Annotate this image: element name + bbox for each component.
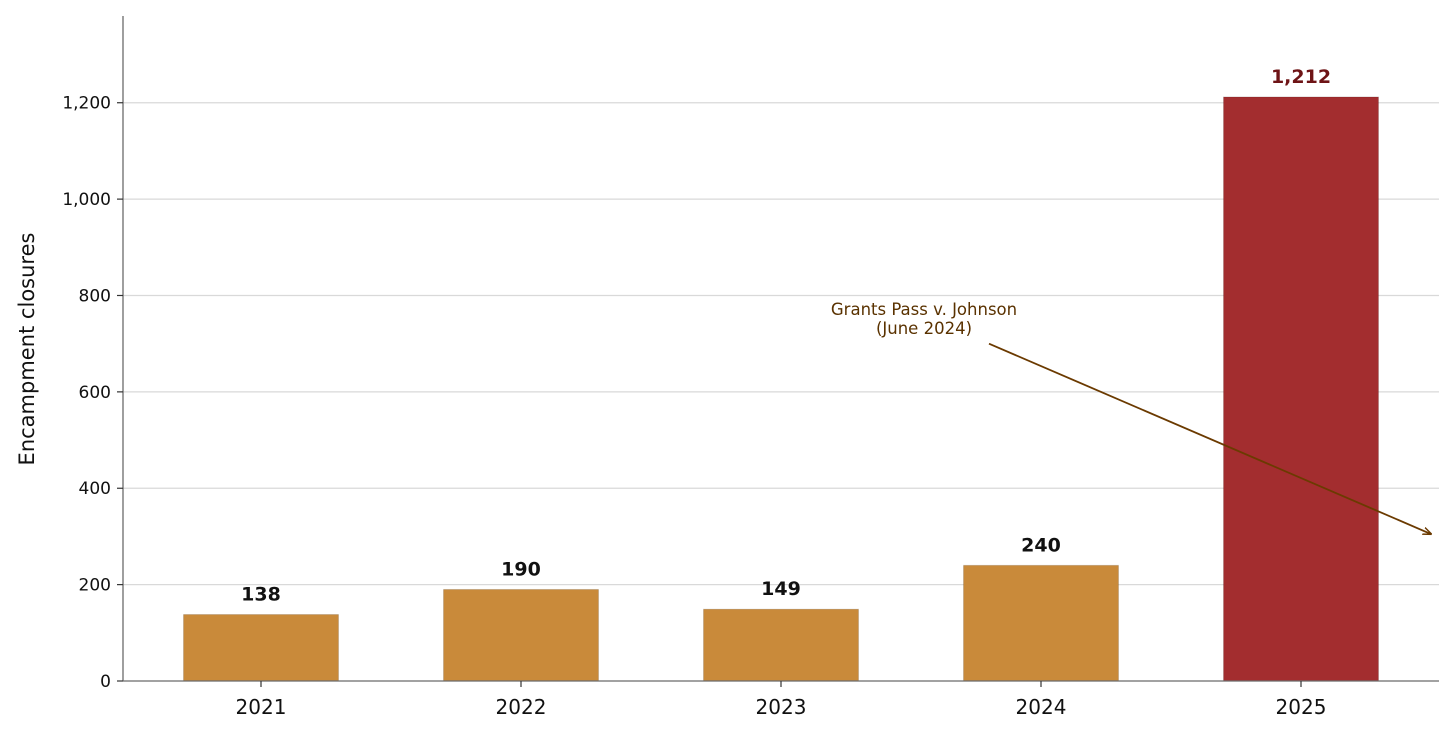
- bar-labels: 138 190 149 240 1,212: [241, 66, 1331, 606]
- data-label-2025: 1,212: [1271, 66, 1331, 88]
- data-label-2022: 190: [501, 558, 541, 580]
- data-label-2024: 240: [1021, 534, 1061, 556]
- y-tick-label: 1,200: [62, 94, 111, 114]
- y-tick-label: 1,000: [62, 190, 111, 210]
- annotation-arrow: [988, 342, 1431, 534]
- x-tick-label-2025: 2025: [1276, 695, 1327, 719]
- gridlines: [123, 102, 1439, 586]
- x-tick-label-2021: 2021: [236, 695, 287, 719]
- bar-2022: [443, 588, 599, 682]
- bars: [183, 96, 1379, 682]
- data-label-2023: 149: [761, 578, 801, 600]
- x-tick-label-2023: 2023: [756, 695, 807, 719]
- x-tick-label-2022: 2022: [496, 695, 547, 719]
- y-tick-label: 0: [100, 672, 111, 692]
- y-tick-label: 800: [79, 286, 111, 306]
- axes: 0 200 400 600 800 1,000 1,200 2021 2022 2023 2024 2…: [62, 16, 1439, 719]
- y-tick-label: 600: [79, 383, 111, 403]
- data-label-2021: 138: [241, 584, 281, 606]
- x-tick-label-2024: 2024: [1016, 695, 1067, 719]
- bar-2023: [703, 608, 859, 682]
- y-tick-label: 200: [79, 576, 111, 596]
- y-tick-label: 400: [79, 479, 111, 499]
- bar-2024: [963, 564, 1119, 682]
- annotation-text: Grants Pass v. Johnson: [831, 300, 1017, 319]
- y-axis-title: Encampment closures: [15, 233, 39, 466]
- annotation-text: (June 2024): [876, 319, 972, 338]
- bar-2025: [1223, 96, 1379, 682]
- bar-2021: [183, 614, 339, 682]
- annotation: Grants Pass v. Johnson(June 2024): [831, 300, 1431, 534]
